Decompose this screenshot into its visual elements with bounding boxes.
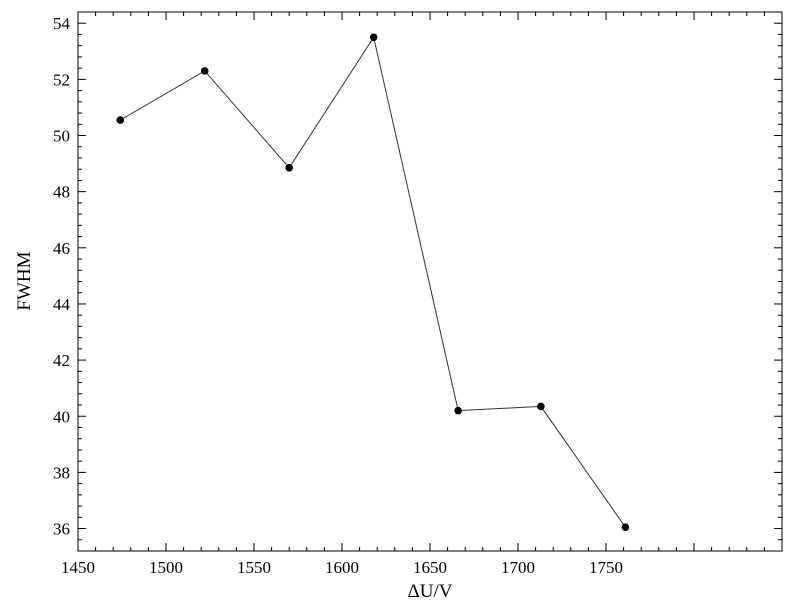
y-tick-label: 48	[53, 183, 70, 202]
y-tick-label: 50	[53, 127, 70, 146]
x-axis-label: ΔU/V	[408, 581, 453, 601]
y-tick-label: 36	[53, 520, 70, 539]
y-tick-label: 42	[53, 351, 70, 370]
data-point	[454, 406, 462, 415]
y-tick-label: 40	[53, 407, 70, 426]
x-tick-label: 1550	[237, 558, 271, 577]
x-tick-label: 1650	[413, 558, 447, 577]
x-tick-label: 1600	[325, 558, 359, 577]
data-point	[200, 67, 209, 75]
tick-labels: 1450 1500 1550 1600 1650 1700 1750 36 38 40 42 44 46…	[53, 14, 623, 577]
data-point	[537, 402, 545, 411]
y-tick-label: 52	[53, 70, 70, 89]
plot-frame	[77, 11, 783, 552]
y-tick-label: 38	[53, 463, 70, 482]
y-tick-label: 54	[53, 14, 71, 33]
data-point	[369, 33, 378, 42]
data-point	[285, 164, 294, 172]
data-point	[621, 523, 630, 531]
x-tick-label: 1450	[61, 558, 95, 577]
x-tick-label: 1700	[501, 558, 535, 577]
axis-ticks	[77, 11, 783, 552]
y-axis-label: FWHM	[14, 251, 35, 310]
x-tick-label: 1750	[589, 558, 623, 577]
data-series	[116, 33, 630, 531]
data-point	[116, 116, 125, 124]
x-tick-label: 1500	[149, 558, 183, 577]
y-tick-label: 44	[53, 295, 71, 314]
series-line	[119, 35, 626, 528]
y-tick-label: 46	[53, 239, 70, 258]
